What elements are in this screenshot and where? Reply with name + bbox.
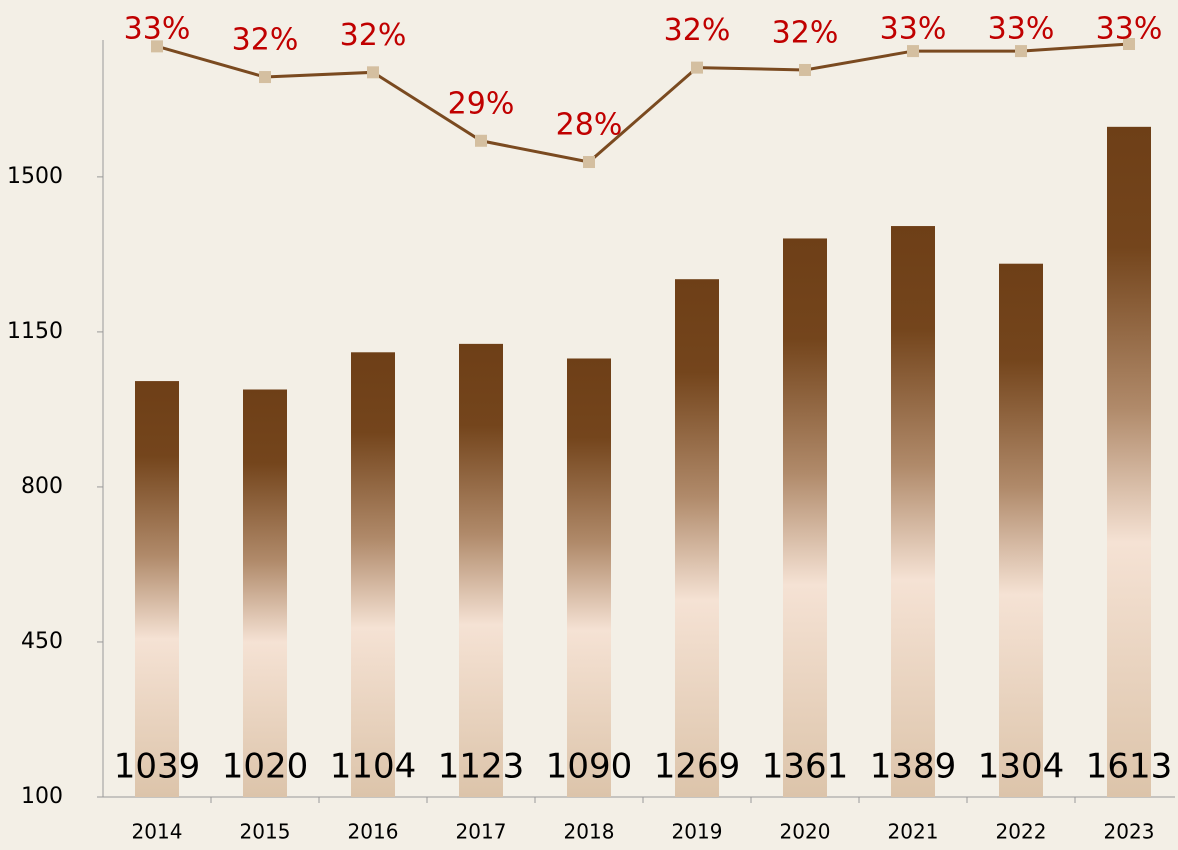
page: 100 450 800 1150 1500 2014 2015 2016 2017 2018 201… xyxy=(0,0,1178,850)
x-tick-label: 2021 xyxy=(888,820,939,844)
data-label: 1104 xyxy=(330,747,417,787)
data-label: 33% xyxy=(880,12,947,47)
data-label: 1269 xyxy=(654,747,741,787)
marker xyxy=(907,45,919,57)
marker xyxy=(259,71,271,83)
data-label: 32% xyxy=(340,18,407,53)
marker xyxy=(691,62,703,74)
bar xyxy=(783,238,827,797)
bar xyxy=(243,389,287,797)
data-label: 1613 xyxy=(1086,747,1173,787)
data-label: 1361 xyxy=(762,747,849,787)
x-tick-label: 2015 xyxy=(240,820,291,844)
x-tick-label: 2018 xyxy=(564,820,615,844)
y-tick-label: 800 xyxy=(21,474,63,499)
data-label: 1020 xyxy=(222,747,309,787)
data-label: 1389 xyxy=(870,747,957,787)
data-label: 28% xyxy=(556,108,623,143)
marker xyxy=(367,66,379,78)
data-label: 32% xyxy=(664,13,731,48)
bar xyxy=(135,381,179,797)
y-tick-label: 1150 xyxy=(7,319,63,344)
bar xyxy=(567,358,611,797)
data-label: 32% xyxy=(772,15,839,50)
data-label: 32% xyxy=(232,23,299,58)
data-label: 33% xyxy=(1096,12,1163,47)
chart: 100 450 800 1150 1500 2014 2015 2016 2017 2018 201… xyxy=(0,0,1178,850)
y-tick-label: 450 xyxy=(21,629,63,654)
data-label: 1090 xyxy=(546,747,633,787)
x-tick-label: 2023 xyxy=(1104,820,1155,844)
x-tick-label: 2014 xyxy=(132,820,183,844)
marker xyxy=(475,135,487,147)
x-tick-label: 2020 xyxy=(780,820,831,844)
x-tick-label: 2016 xyxy=(348,820,399,844)
bar xyxy=(675,279,719,797)
bar xyxy=(1107,127,1151,797)
x-tick-label: 2022 xyxy=(996,820,1047,844)
data-label: 1039 xyxy=(114,747,201,787)
y-tick-label: 1500 xyxy=(7,164,63,189)
data-label: 33% xyxy=(988,12,1055,47)
marker xyxy=(799,64,811,76)
marker xyxy=(583,156,595,168)
data-label: 29% xyxy=(448,86,515,121)
bar xyxy=(999,264,1043,797)
x-tick-label: 2019 xyxy=(672,820,723,844)
data-label: 33% xyxy=(124,12,191,47)
data-label: 1304 xyxy=(978,747,1065,787)
bar xyxy=(891,226,935,797)
data-label: 1123 xyxy=(438,747,525,787)
y-tick-label: 100 xyxy=(21,784,63,809)
bar xyxy=(459,344,503,797)
x-tick-label: 2017 xyxy=(456,820,507,844)
bar xyxy=(351,352,395,797)
marker xyxy=(1015,45,1027,57)
